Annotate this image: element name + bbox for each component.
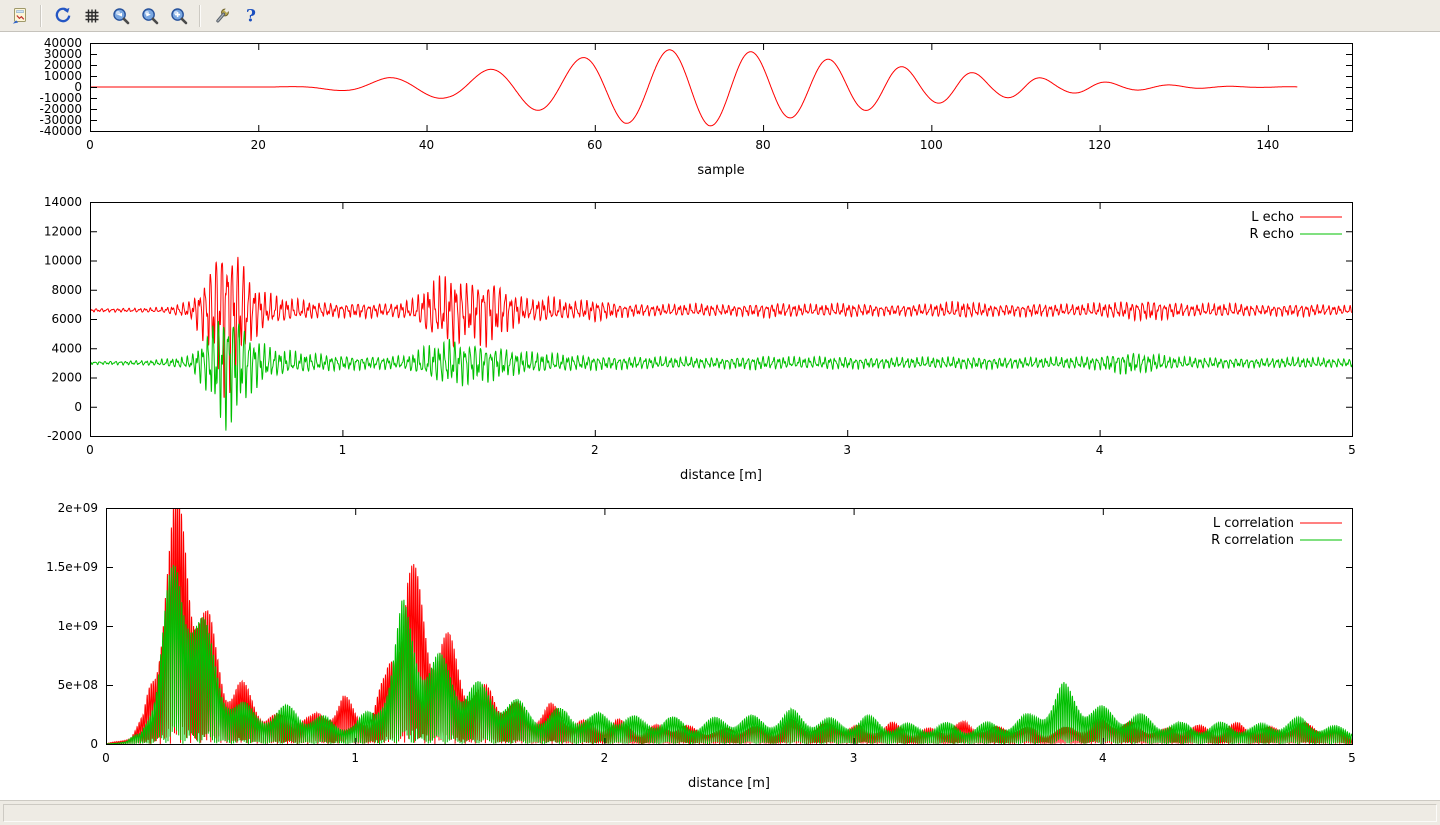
svg-text:0: 0 [74, 80, 82, 94]
chart-0: 0 20 40 60 80 100 120 140 -40000-30000-20000-100… [39, 36, 1353, 178]
series-ping-signal [90, 49, 1298, 127]
svg-text:12000: 12000 [44, 224, 82, 238]
plot-border [90, 202, 1353, 437]
grid-icon [85, 9, 98, 22]
legend-label: L echo [1251, 210, 1294, 225]
svg-text:-2000: -2000 [47, 429, 82, 443]
svg-text:-20000: -20000 [39, 102, 82, 116]
plot-canvas[interactable]: 0 20 40 60 80 100 120 140 -40000 -30000 -20000 -100… [0, 32, 1440, 800]
tick-labels: 0 1 2 3 4 5 0 5e+08 1e+09 1.5e+09 2e+09 [46, 501, 1356, 765]
svg-text:5: 5 [1348, 751, 1356, 765]
series-l-correlation [106, 508, 1352, 744]
x-axis-label: sample [697, 163, 744, 178]
svg-text:-30000: -30000 [39, 113, 82, 127]
tick-labels: 0 20 40 60 80 100 120 140 -40000-30000-20000-100… [39, 36, 1279, 152]
x-axis-label: distance [m] [688, 776, 770, 791]
svg-text:40: 40 [419, 138, 434, 152]
svg-text:10000: 10000 [44, 69, 82, 83]
svg-text:2000: 2000 [51, 371, 82, 385]
svg-text:6000: 6000 [51, 312, 82, 326]
autoscale-button[interactable] [165, 3, 192, 29]
svg-text:60: 60 [587, 138, 602, 152]
status-bar [0, 800, 1440, 825]
series-l-echo [90, 256, 1352, 398]
svg-text:80: 80 [755, 138, 770, 152]
svg-text:5: 5 [1348, 443, 1356, 457]
plot-border [90, 43, 1353, 132]
svg-text:8000: 8000 [51, 283, 82, 297]
toggle-grid-button[interactable] [78, 3, 105, 29]
svg-text:40000: 40000 [44, 36, 82, 50]
replot-button[interactable] [49, 3, 76, 29]
svg-text:10000: 10000 [44, 254, 82, 268]
magnifier-left-icon [112, 7, 129, 24]
chart-1: 0 1 2 3 4 5 -2000 0 2000 4000 6000 8000 10000 12000 14… [44, 195, 1356, 483]
legend-label: R correlation [1211, 533, 1294, 548]
svg-text:0: 0 [86, 443, 94, 457]
svg-text:100: 100 [920, 138, 943, 152]
svg-text:0: 0 [74, 400, 82, 414]
toolbar-separator [40, 4, 42, 27]
svg-text:2e+09: 2e+09 [58, 501, 98, 515]
svg-text:4000: 4000 [51, 341, 82, 355]
refresh-icon [55, 7, 70, 22]
svg-text:120: 120 [1088, 138, 1111, 152]
svg-text:4: 4 [1099, 751, 1107, 765]
x-axis-label: distance [m] [680, 468, 762, 483]
legend: L correlation R correlation [1211, 516, 1342, 548]
help-button[interactable]: ? [237, 3, 264, 29]
svg-text:140: 140 [1256, 138, 1279, 152]
svg-text:-40000: -40000 [39, 124, 82, 138]
svg-text:20: 20 [251, 138, 266, 152]
svg-text:2: 2 [601, 751, 609, 765]
svg-text:-10000: -10000 [39, 91, 82, 105]
chart-2: 0 1 2 3 4 5 0 5e+08 1e+09 1.5e+09 2e+09 distance [m… [46, 501, 1356, 791]
svg-text:?: ? [246, 6, 256, 26]
svg-text:1e+09: 1e+09 [58, 619, 98, 633]
svg-text:3: 3 [850, 751, 858, 765]
svg-text:3: 3 [843, 443, 851, 457]
status-field [3, 804, 1437, 822]
series-r-correlation [106, 564, 1352, 744]
toolbar-separator [199, 4, 201, 27]
magnifier-plus-icon [170, 7, 187, 24]
svg-text:1.5e+09: 1.5e+09 [46, 560, 98, 574]
copy-to-clipboard-button[interactable] [6, 3, 33, 29]
clipboard-icon [12, 7, 26, 24]
legend-label: R echo [1249, 227, 1294, 242]
question-icon: ? [246, 6, 256, 26]
svg-text:0: 0 [86, 138, 94, 152]
svg-text:1: 1 [339, 443, 347, 457]
tick-labels: 0 1 2 3 4 5 -2000 0 2000 4000 6000 8000 10000 12000 14… [44, 195, 1356, 457]
magnifier-right-icon [141, 7, 158, 24]
configure-button[interactable] [208, 3, 235, 29]
series-r-echo [90, 321, 1352, 431]
svg-text:30000: 30000 [44, 47, 82, 61]
legend: L echo R echo [1249, 210, 1342, 242]
svg-text:5e+08: 5e+08 [58, 678, 98, 692]
tick-marks [90, 202, 1353, 437]
toolbar: ? [0, 0, 1440, 32]
svg-text:20000: 20000 [44, 58, 82, 72]
plot-border [106, 508, 1353, 745]
svg-text:2: 2 [591, 443, 599, 457]
svg-text:4: 4 [1096, 443, 1104, 457]
svg-text:0: 0 [102, 751, 110, 765]
plots-svg[interactable]: 0 20 40 60 80 100 120 140-40000-30000-20000-100… [0, 32, 1440, 800]
svg-text:14000: 14000 [44, 195, 82, 209]
svg-text:0: 0 [90, 737, 98, 751]
tick-marks [106, 508, 1353, 745]
zoom-next-button[interactable] [136, 3, 163, 29]
wrench-icon [215, 7, 229, 23]
zoom-previous-button[interactable] [107, 3, 134, 29]
tick-marks [90, 43, 1352, 132]
svg-text:1: 1 [351, 751, 359, 765]
legend-label: L correlation [1213, 516, 1294, 531]
